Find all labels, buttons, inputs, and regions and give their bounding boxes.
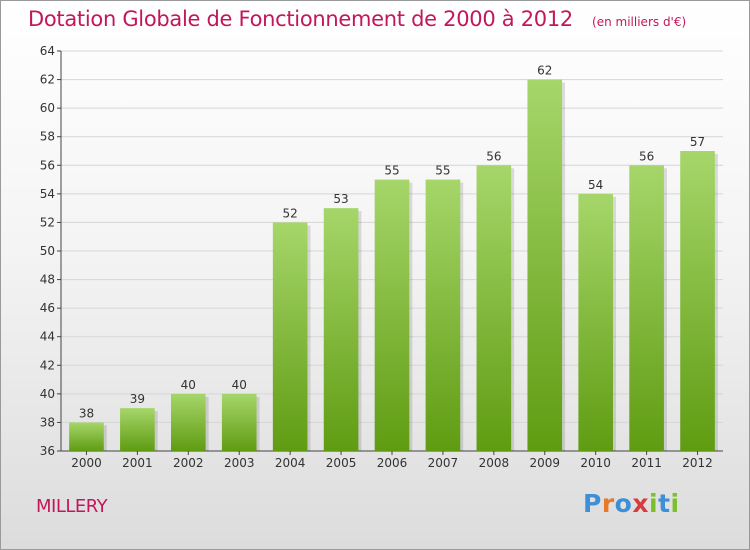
bar xyxy=(221,393,257,451)
bar xyxy=(374,179,410,452)
chart-unit: (en milliers d'€) xyxy=(592,15,687,29)
bar xyxy=(680,151,715,451)
bar xyxy=(578,193,614,451)
bar xyxy=(527,79,563,452)
x-tick-label: 2012 xyxy=(682,456,713,470)
proxiti-logo: Proxiti xyxy=(583,489,680,518)
x-tick-label: 2009 xyxy=(529,456,560,470)
y-tick-label: 36 xyxy=(40,444,55,458)
bar xyxy=(272,222,308,451)
logo-letter: x xyxy=(632,489,649,518)
bar-value-label: 55 xyxy=(384,164,399,178)
y-tick-label: 52 xyxy=(40,215,55,229)
title-row: Dotation Globale de Fonctionnement de 20… xyxy=(28,7,686,31)
y-tick-label: 50 xyxy=(40,244,55,258)
y-tick-label: 44 xyxy=(40,330,55,344)
bar-value-label: 62 xyxy=(537,64,552,78)
logo-letter: P xyxy=(583,489,602,518)
x-tick-label: 2001 xyxy=(122,456,153,470)
y-tick-label: 42 xyxy=(40,358,55,372)
bar xyxy=(120,408,155,451)
bar-value-label: 55 xyxy=(435,164,450,178)
logo-letter: o xyxy=(614,489,633,518)
y-tick-label: 62 xyxy=(40,73,55,87)
bar xyxy=(323,208,359,451)
x-tick-label: 2010 xyxy=(580,456,611,470)
y-tick-label: 58 xyxy=(40,130,55,144)
bar xyxy=(170,393,206,451)
bar-value-label: 53 xyxy=(333,192,348,206)
x-tick-label: 2006 xyxy=(377,456,408,470)
bar-value-label: 54 xyxy=(588,178,603,192)
bar-value-label: 40 xyxy=(181,378,196,392)
x-tick-label: 2003 xyxy=(224,456,255,470)
x-tick-label: 2011 xyxy=(631,456,662,470)
bar xyxy=(629,165,664,452)
y-tick-label: 54 xyxy=(40,187,55,201)
bar xyxy=(476,165,512,452)
bar-value-label: 57 xyxy=(690,135,705,149)
y-tick-label: 38 xyxy=(40,415,55,429)
y-tick-label: 64 xyxy=(40,44,55,58)
logo-letter: i xyxy=(670,489,680,518)
y-tick-label: 40 xyxy=(40,387,55,401)
commune-name: MILLERY xyxy=(36,496,108,517)
y-tick-label: 46 xyxy=(40,301,55,315)
y-tick-label: 60 xyxy=(40,101,55,115)
logo-letter: t xyxy=(658,489,671,518)
x-tick-label: 2000 xyxy=(71,456,102,470)
x-tick-label: 2002 xyxy=(173,456,204,470)
x-tick-label: 2007 xyxy=(428,456,459,470)
logo-letter: i xyxy=(649,489,659,518)
y-tick-label: 48 xyxy=(40,273,55,287)
logo-letter: r xyxy=(601,489,615,518)
bar-value-label: 40 xyxy=(232,378,247,392)
x-tick-label: 2004 xyxy=(275,456,306,470)
chart-title: Dotation Globale de Fonctionnement de 20… xyxy=(28,7,573,31)
bar-value-label: 39 xyxy=(130,392,145,406)
bar xyxy=(425,179,461,452)
bar-value-label: 56 xyxy=(639,149,654,163)
x-tick-label: 2005 xyxy=(326,456,357,470)
x-tick-label: 2008 xyxy=(479,456,510,470)
bar-value-label: 56 xyxy=(486,149,501,163)
bar-value-label: 38 xyxy=(79,406,94,420)
bar xyxy=(69,422,104,451)
bar-value-label: 52 xyxy=(283,206,298,220)
y-tick-label: 56 xyxy=(40,158,55,172)
